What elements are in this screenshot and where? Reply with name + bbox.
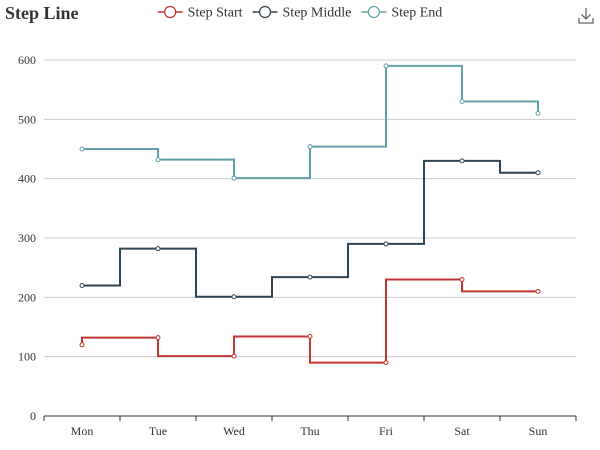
data-point[interactable]: [307, 333, 313, 339]
download-icon[interactable]: [578, 8, 594, 24]
data-point[interactable]: [231, 353, 237, 359]
x-tick-label: Sat: [454, 424, 470, 438]
legend-item-start[interactable]: Step Start: [157, 5, 243, 21]
series-line: [81, 278, 538, 364]
data-point[interactable]: [79, 282, 85, 288]
x-tick-label: Thu: [300, 424, 319, 438]
data-point[interactable]: [79, 146, 85, 152]
y-tick-label: 300: [18, 231, 36, 245]
data-point[interactable]: [383, 63, 389, 69]
data-point[interactable]: [79, 342, 85, 348]
data-point[interactable]: [383, 360, 389, 366]
data-point[interactable]: [459, 158, 465, 164]
legend-swatch-circle: [164, 5, 177, 19]
series-start: [79, 277, 541, 366]
y-tick-label: 100: [18, 350, 36, 364]
y-tick-label: 600: [18, 53, 36, 67]
x-tick-label: Mon: [71, 424, 94, 438]
data-point[interactable]: [307, 144, 313, 150]
data-point[interactable]: [231, 294, 237, 300]
x-tick-label: Fri: [379, 424, 394, 438]
series-middle: [79, 158, 541, 300]
data-point[interactable]: [231, 175, 237, 181]
legend-swatch-circle: [367, 5, 380, 19]
data-point[interactable]: [535, 170, 541, 176]
series-end: [79, 63, 541, 181]
legend-item-middle[interactable]: Step Middle: [252, 5, 352, 21]
x-tick-label: Wed: [223, 424, 245, 438]
x-axis: Mon Tue Wed Thu Fri Sat Sun: [43, 415, 577, 438]
x-tick-label: Tue: [149, 424, 167, 438]
x-tick-label: Sun: [529, 424, 548, 438]
legend-label: Step End: [391, 6, 442, 21]
series-layer: [79, 63, 541, 366]
data-point[interactable]: [535, 110, 541, 116]
data-point[interactable]: [459, 99, 465, 105]
data-point[interactable]: [155, 335, 161, 341]
legend-item-end[interactable]: Step End: [361, 6, 442, 21]
data-point[interactable]: [383, 241, 389, 247]
legend: Step Start Step Middle Step End: [157, 5, 442, 21]
data-point[interactable]: [307, 274, 313, 280]
y-axis-tick-labels: 0 100 200 300 400 500 600: [18, 53, 36, 423]
y-tick-label: 0: [30, 409, 36, 423]
data-point[interactable]: [535, 288, 541, 294]
grid-lines: [44, 59, 576, 358]
chart-title: Step Line: [5, 3, 79, 23]
data-point[interactable]: [459, 277, 465, 283]
y-tick-label: 400: [18, 172, 36, 186]
data-point[interactable]: [155, 246, 161, 252]
data-point[interactable]: [155, 157, 161, 163]
legend-swatch-circle: [258, 5, 272, 19]
y-tick-label: 500: [18, 112, 36, 126]
legend-label: Step Start: [188, 6, 243, 21]
y-tick-label: 200: [18, 290, 36, 304]
legend-label: Step Middle: [283, 6, 352, 21]
